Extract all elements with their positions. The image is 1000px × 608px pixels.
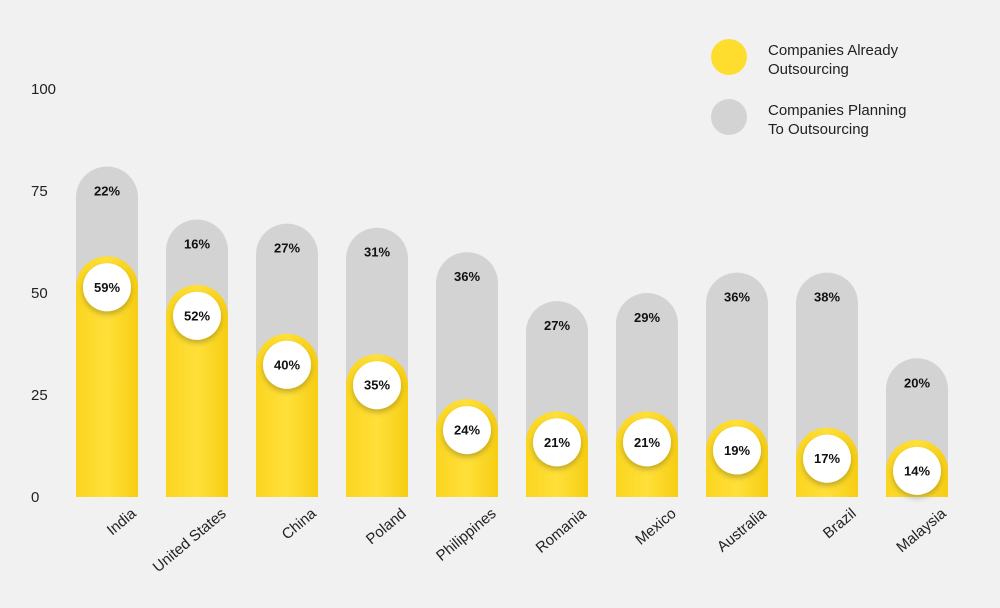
x-tick-label: United States — [150, 505, 230, 576]
bars: 22%59%16%52%27%40%31%35%36%24%27%21%29%2… — [76, 166, 948, 498]
label-badge — [173, 291, 221, 340]
label-badge — [263, 340, 311, 389]
x-tick-label: Australia — [714, 505, 770, 556]
x-axis: India United States China Poland Philippines… — [104, 505, 950, 576]
bar-group: 31% 35% — [346, 227, 408, 498]
bar-group: 29% 21% — [616, 293, 678, 497]
bar-already — [76, 256, 138, 497]
label-planning: 22% — [94, 184, 120, 199]
x-tick-label: Mexico — [632, 505, 679, 549]
label-already: 52% — [184, 308, 210, 323]
bar-already — [166, 284, 228, 497]
label-planning: 27% — [544, 318, 570, 333]
label-badge — [443, 406, 491, 455]
label-already: 17% — [814, 451, 840, 466]
bar-group: 36% 24% — [436, 252, 498, 497]
label-already: 24% — [454, 423, 480, 438]
label-planning: 20% — [904, 375, 930, 390]
label-already: 21% — [544, 435, 570, 450]
label-badge — [803, 434, 851, 483]
bar-group: 20% 14% — [886, 358, 948, 497]
label-already: 35% — [364, 378, 390, 393]
label-planning: 36% — [454, 269, 480, 284]
bar-group: 38% 17% — [796, 272, 858, 497]
label-planning: 16% — [184, 237, 210, 252]
y-tick-label: 100 — [31, 81, 56, 98]
label-badge — [893, 446, 941, 495]
label-badge — [713, 426, 761, 475]
x-tick-label: India — [104, 505, 140, 539]
y-tick-label: 0 — [31, 489, 39, 506]
label-badge — [353, 361, 401, 410]
label-badge — [83, 263, 131, 312]
bar-group: 16% 52% — [166, 219, 228, 497]
label-planning: 36% — [724, 290, 750, 305]
legend-swatch — [711, 39, 747, 75]
y-tick-label: 25 — [31, 387, 48, 404]
bar-group: 27% 21% — [526, 301, 588, 497]
label-badge — [533, 418, 581, 467]
label-badge — [623, 418, 671, 467]
x-tick-label: Brazil — [820, 505, 860, 542]
legend-label: Outsourcing — [768, 61, 849, 78]
legend-item: Companies Planning To Outsourcing — [711, 99, 906, 138]
label-already: 40% — [274, 357, 300, 372]
label-planning: 31% — [364, 245, 390, 260]
legend-item: Companies Already Outsourcing — [711, 39, 899, 78]
x-tick-label: Poland — [363, 505, 410, 548]
legend-swatch — [711, 99, 747, 135]
y-axis: 0 25 50 75 100 — [31, 81, 56, 506]
label-already: 14% — [904, 463, 930, 478]
label-planning: 29% — [634, 310, 660, 325]
bar-group: 22% 59% — [76, 166, 138, 497]
bar-group: 27% 40% — [256, 223, 318, 497]
x-tick-label: China — [279, 505, 320, 544]
legend: Companies Already Outsourcing Companies Pl… — [711, 39, 906, 138]
label-already: 19% — [724, 443, 750, 458]
legend-label: Companies Already — [768, 42, 899, 59]
x-tick-label: Romania — [533, 505, 590, 557]
y-tick-label: 75 — [31, 183, 48, 200]
label-already: 59% — [94, 280, 120, 295]
x-tick-label: Philippines — [433, 505, 500, 565]
label-already: 21% — [634, 435, 660, 450]
y-tick-label: 50 — [31, 285, 48, 302]
label-planning: 27% — [274, 241, 300, 256]
legend-label: Companies Planning — [768, 102, 906, 119]
label-planning: 38% — [814, 290, 840, 305]
bar-group: 36% 19% — [706, 272, 768, 497]
x-tick-label: Malaysia — [893, 505, 950, 556]
legend-label: To Outsourcing — [768, 121, 869, 138]
